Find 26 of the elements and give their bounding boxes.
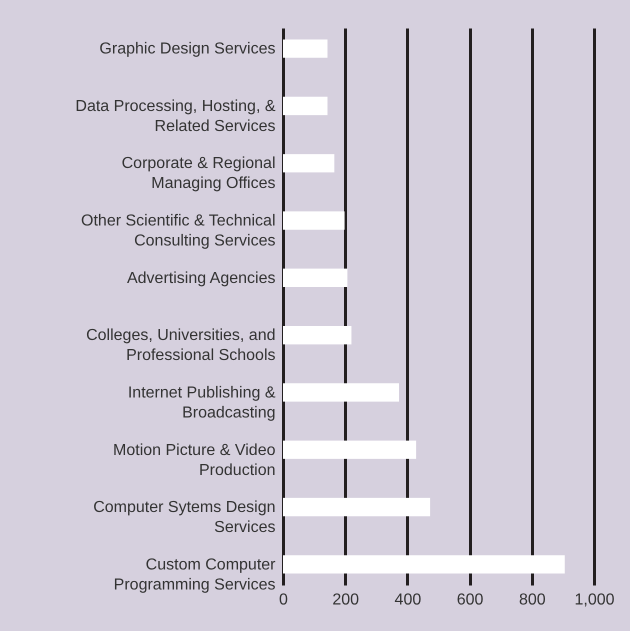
y-tick-label: Computer Sytems Design Services [93, 499, 276, 536]
x-tick-label: 800 [518, 592, 546, 608]
bar [283, 383, 400, 402]
x-tick-label: 400 [394, 592, 422, 608]
y-tick-label: Motion Picture & Video Production [113, 442, 276, 479]
y-tick-label: Advertising Agencies [126, 270, 276, 287]
bar [283, 211, 345, 230]
x-tick-label: 0 [279, 592, 288, 608]
y-tick-label: Colleges, Universities, and Professional Schools [86, 327, 276, 364]
x-tick-label: 200 [332, 592, 360, 608]
bar [283, 268, 348, 288]
bar [283, 39, 328, 58]
bar [283, 326, 352, 344]
y-tick-label: Custom Computer Programming Services [114, 556, 276, 594]
bar [283, 555, 565, 574]
y-tick-label: Other Scientific & Technical Consulting Services [81, 212, 276, 250]
y-tick-label: Data Processing, Hosting, & Related Services [75, 98, 276, 135]
bar [283, 440, 416, 459]
bar [283, 154, 334, 172]
y-tick-label: Internet Publishing & Broadcasting [128, 384, 276, 422]
x-tick-label: 1,000 [574, 592, 615, 608]
y-tick-label: Graphic Design Services [99, 40, 276, 58]
bar [283, 96, 328, 116]
bar [283, 498, 430, 516]
y-tick-label: Corporate & Regional Managing Offices [122, 155, 276, 192]
x-tick-label: 600 [456, 592, 484, 608]
